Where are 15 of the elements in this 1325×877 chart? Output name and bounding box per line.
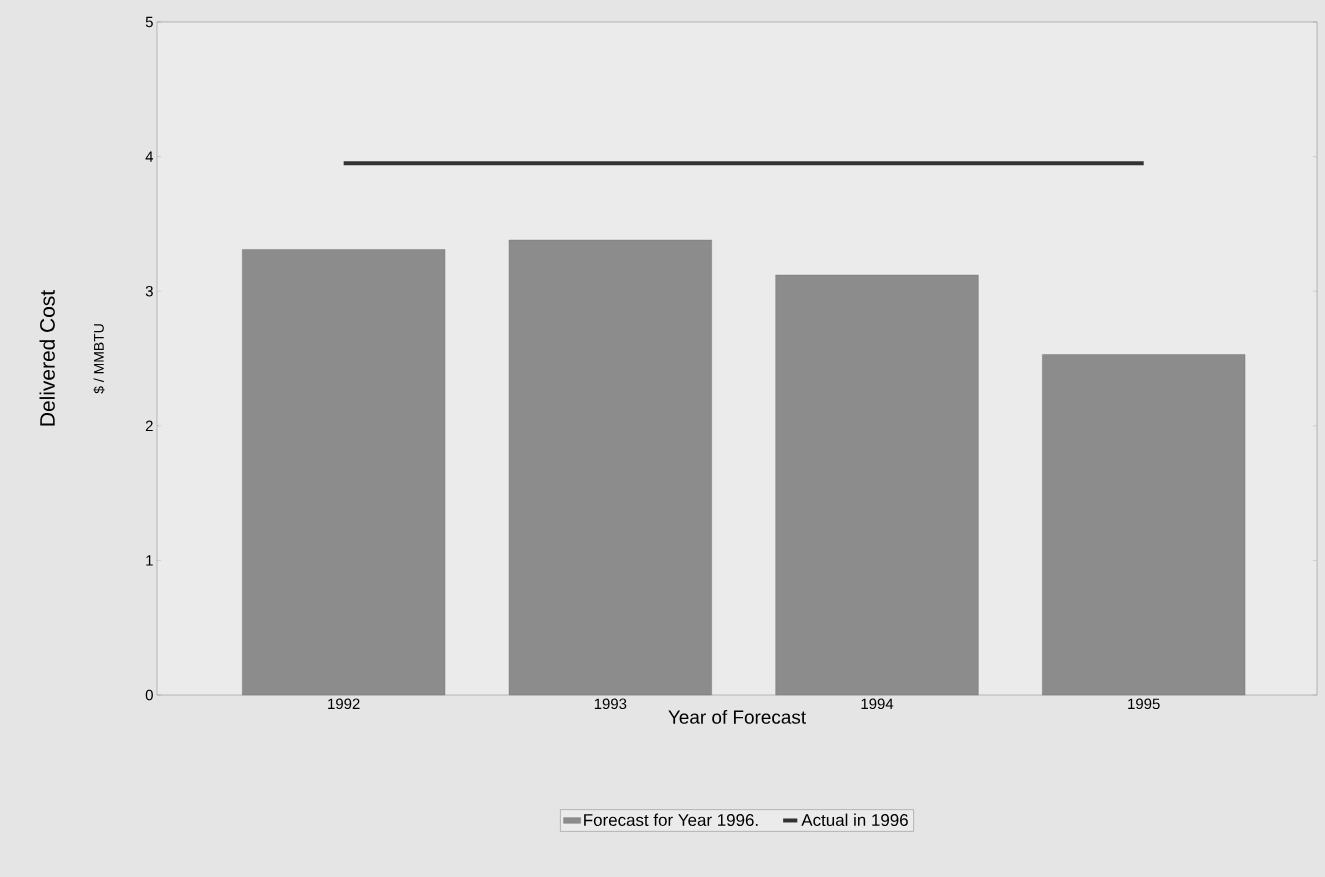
y-tick-label: 0 xyxy=(145,689,153,701)
legend-label: Forecast for Year 1996. xyxy=(584,813,758,827)
y-tick-label: 2 xyxy=(145,420,153,432)
legend-label: Actual in 1996 xyxy=(801,813,908,827)
x-tick-label: 1995 xyxy=(1128,698,1160,710)
x-tick-label: 1994 xyxy=(861,698,894,710)
y-tick-label: 4 xyxy=(145,151,154,162)
x-tick-label: 1993 xyxy=(594,698,627,710)
y-tick-label: 3 xyxy=(145,285,153,297)
y-tick-label: 1 xyxy=(146,555,153,566)
y-axis-title: Delivered Cost xyxy=(39,290,55,426)
text: $ / MMBTU xyxy=(93,324,105,394)
x-axis-title: Year of Forecast xyxy=(668,709,806,724)
y-tick-label: 5 xyxy=(145,16,153,28)
x-tick-label: 1992 xyxy=(328,698,360,710)
